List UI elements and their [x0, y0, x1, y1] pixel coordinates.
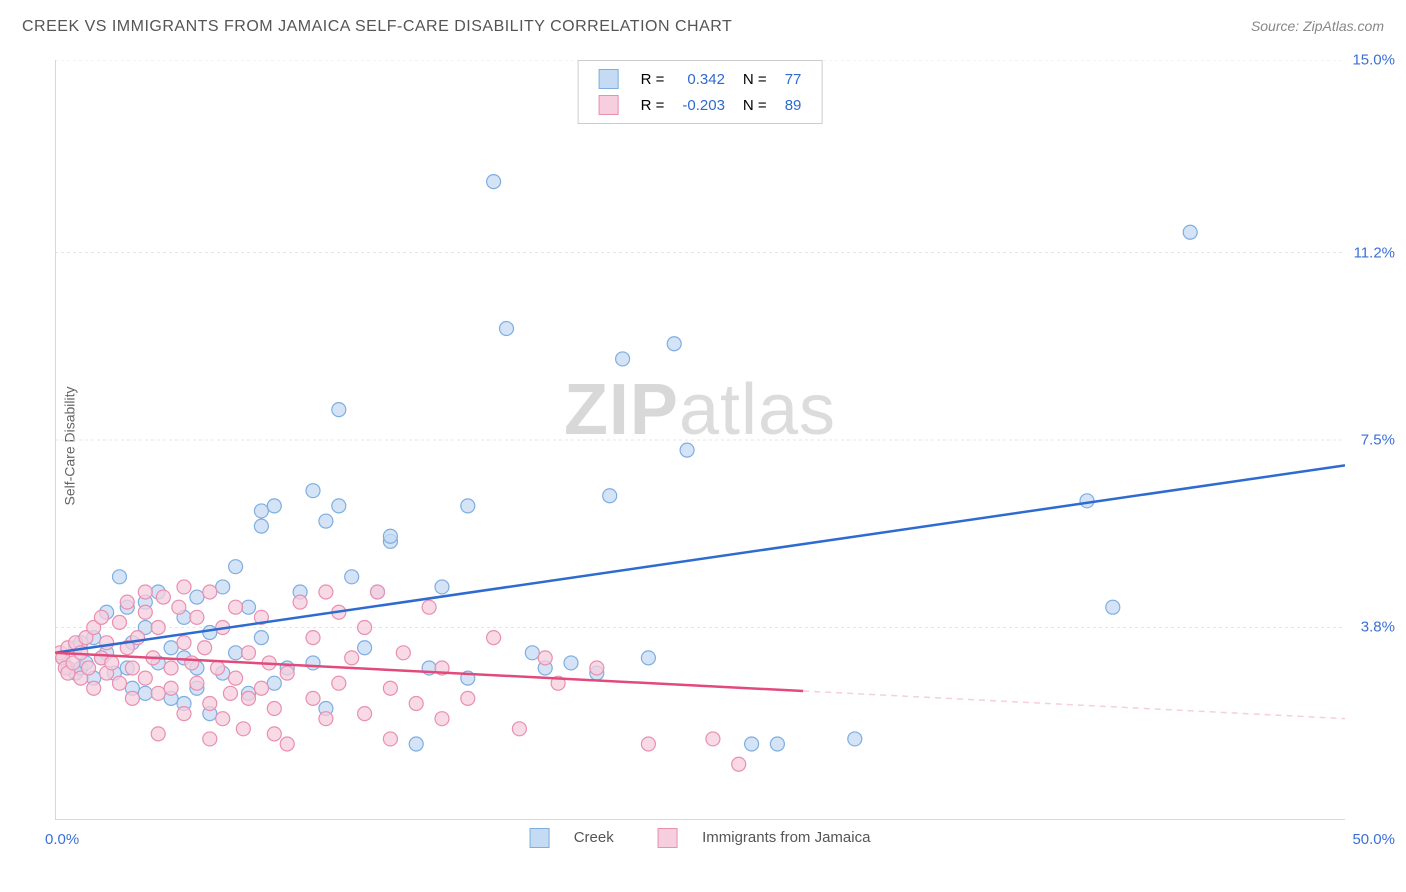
legend-row-creek: R = 0.342 N = 77: [591, 67, 810, 91]
swatch-creek: [599, 69, 619, 89]
swatch-jamaica-bottom: [658, 828, 678, 848]
legend-row-jamaica: R = -0.203 N = 89: [591, 93, 810, 117]
series-legend: Creek Immigrants from Jamaica: [510, 828, 891, 848]
y-tick-label: 7.5%: [1361, 432, 1395, 449]
y-tick-label: 3.8%: [1361, 619, 1395, 636]
correlation-legend: R = 0.342 N = 77 R = -0.203 N = 89: [578, 60, 823, 124]
chart-title: CREEK VS IMMIGRANTS FROM JAMAICA SELF-CA…: [22, 18, 732, 36]
scatter-chart: [55, 60, 1345, 820]
y-tick-label: 11.2%: [1354, 244, 1395, 261]
swatch-creek-bottom: [530, 828, 550, 848]
swatch-jamaica: [599, 95, 619, 115]
x-axis-max: 50.0%: [1352, 831, 1395, 848]
source-label: Source: ZipAtlas.com: [1251, 18, 1384, 34]
y-tick-label: 15.0%: [1352, 52, 1395, 69]
x-axis-min: 0.0%: [45, 831, 79, 848]
plot-area: ZIPatlas R = 0.342 N = 77 R = -0.203 N =…: [55, 60, 1345, 820]
